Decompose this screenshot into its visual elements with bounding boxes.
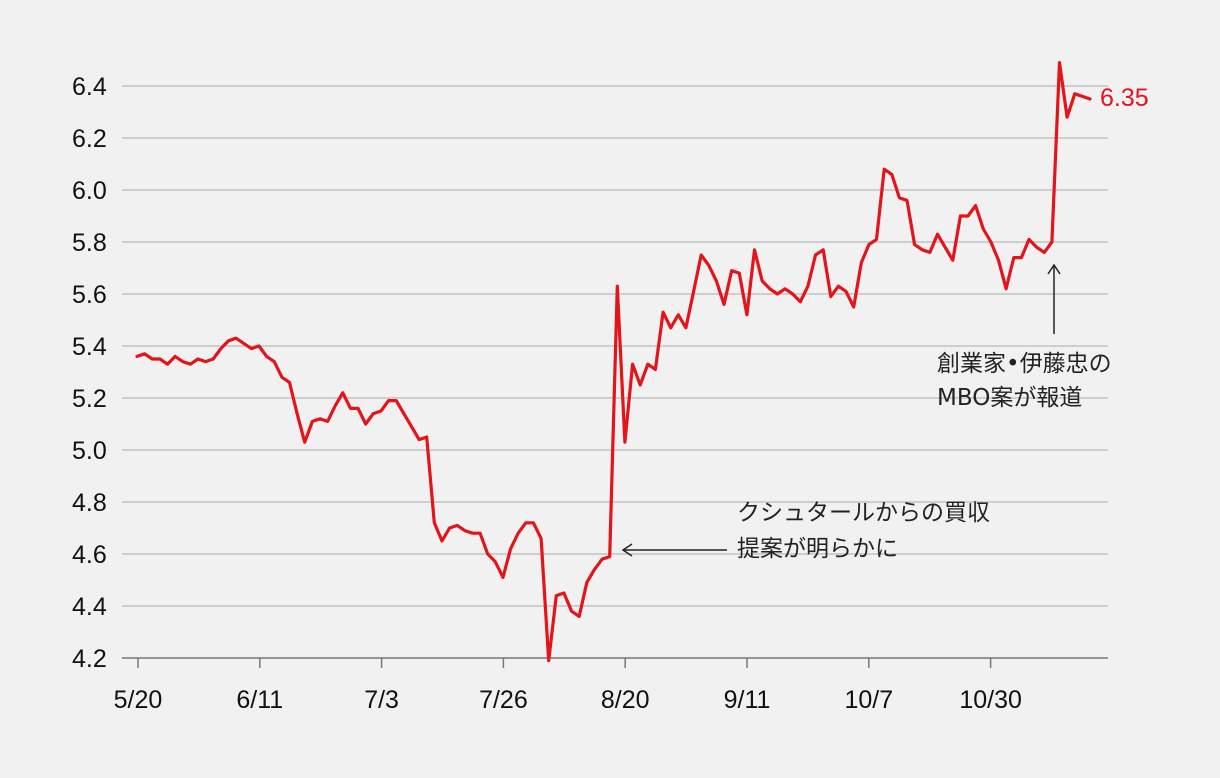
annotation-line-2: 提案が明らかに <box>737 536 898 562</box>
y-tick-label: 5.4 <box>72 333 107 361</box>
y-axis: 4.2 4.4 4.6 4.8 5.0 5.2 5.4 5.6 5.8 6.0 6.2 6.4 <box>72 73 107 673</box>
y-tick-label: 5.0 <box>72 437 107 465</box>
x-tick-label: 8/20 <box>601 686 650 714</box>
annotation-line-1: クシュタールからの買収 <box>737 500 990 526</box>
y-tick-label: 4.8 <box>72 489 107 517</box>
annotation-line-2: MBO案が報道 <box>937 385 1082 411</box>
y-tick-label: 6.2 <box>72 125 107 153</box>
y-tick-label: 6.4 <box>72 73 107 101</box>
annotation-line-1: 創業家•伊藤忠の <box>937 351 1112 377</box>
x-tick-label: 10/7 <box>844 686 893 714</box>
y-tick-label: 4.2 <box>72 645 107 673</box>
arrow-head-icon <box>621 543 633 557</box>
end-value-label: 6.35 <box>1100 84 1149 112</box>
x-tick-label: 6/11 <box>236 686 283 714</box>
annotation-offer: クシュタールからの買収 提案が明らかに <box>621 500 990 562</box>
annotation-mbo: 創業家•伊藤忠の MBO案が報道 <box>937 263 1112 411</box>
price-series-line <box>135 60 1092 663</box>
y-tick-label: 5.6 <box>72 281 107 309</box>
y-tick-label: 4.4 <box>72 593 107 621</box>
y-tick-label: 5.8 <box>72 229 107 257</box>
y-tick-label: 6.0 <box>72 177 107 205</box>
x-tick-label: 10/30 <box>959 686 1022 714</box>
y-tick-label: 5.2 <box>72 385 107 413</box>
y-tick-label: 4.6 <box>72 541 107 569</box>
x-axis: 5/20 6/11 7/3 7/26 8/20 9/11 10/7 10/30 <box>114 657 1108 714</box>
x-tick-label: 7/3 <box>364 686 399 714</box>
arrow-head-icon <box>1047 263 1061 275</box>
x-tick-label: 5/20 <box>114 686 163 714</box>
x-tick-label: 7/26 <box>479 686 528 714</box>
x-tick-label: 9/11 <box>724 686 771 714</box>
series-layer <box>135 60 1092 663</box>
